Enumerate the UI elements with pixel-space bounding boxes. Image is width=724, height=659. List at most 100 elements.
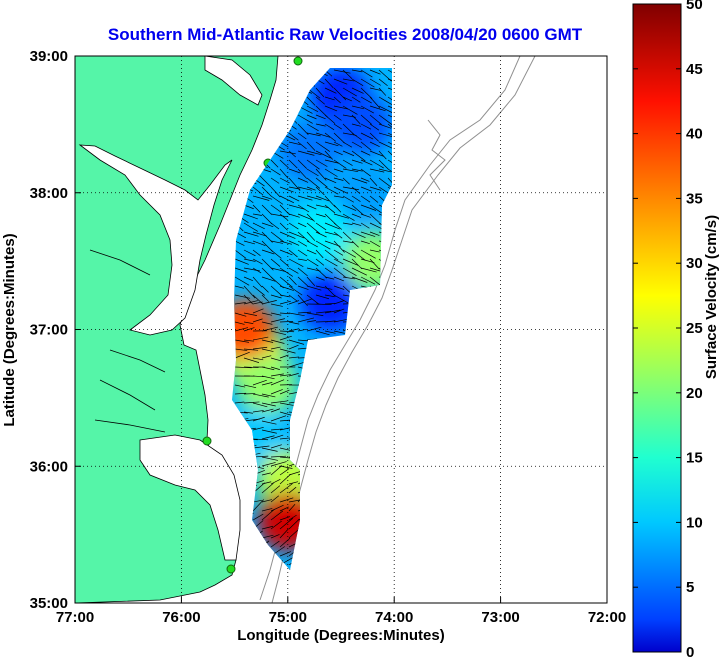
- velocity-arrow: [360, 186, 372, 192]
- velocity-arrow: [315, 294, 330, 300]
- velocity-arrow: [297, 213, 314, 221]
- velocity-arrow: [297, 177, 309, 183]
- velocity-arrow: [342, 240, 354, 244]
- velocity-arrow: [333, 105, 349, 110]
- velocity-arrow: [333, 276, 345, 282]
- velocity-arrow: [252, 294, 264, 305]
- velocity-arrow: [342, 159, 353, 166]
- velocity-arrow: [369, 258, 380, 270]
- velocity-arrow: [324, 231, 339, 236]
- velocity-arrow: [270, 186, 281, 198]
- velocity-arrow: [270, 455, 287, 458]
- colorbar-tick-label: 20: [686, 385, 703, 402]
- velocity-arrow: [369, 240, 381, 247]
- velocity-arrow: [279, 348, 296, 354]
- contour: [427, 119, 446, 191]
- velocity-arrow: [351, 69, 363, 73]
- velocity-arrow: [261, 408, 274, 413]
- velocity-arrow: [270, 303, 283, 307]
- x-axis-ticks: 77:00 76:00 75:00 74:00 73:00 72:00: [56, 597, 626, 626]
- colorbar: [632, 3, 682, 653]
- velocity-arrow: [351, 195, 361, 202]
- velocity-arrow: [261, 326, 278, 332]
- velocity-arrow: [270, 428, 283, 431]
- velocity-arrow: [360, 96, 372, 104]
- velocity-arrow: [243, 327, 255, 332]
- velocity-arrow: [288, 514, 297, 521]
- velocity-arrow: [351, 78, 364, 87]
- velocity-arrow: [288, 285, 303, 296]
- velocity-arrow: [306, 285, 322, 291]
- velocity-arrow: [234, 321, 245, 325]
- velocity-arrow: [252, 499, 264, 512]
- velocity-arrow: [288, 213, 300, 218]
- velocity-arrow: [324, 96, 335, 101]
- velocity-arrow: [297, 114, 313, 124]
- velocity-arrow: [279, 354, 289, 359]
- velocity-arrow: [279, 516, 291, 521]
- velocity-arrow: [252, 393, 269, 398]
- velocity-arrow: [342, 204, 357, 211]
- velocity-arrow: [360, 177, 370, 182]
- velocity-arrow: [234, 294, 251, 299]
- velocity-arrow: [243, 366, 259, 368]
- velocity-arrow: [270, 389, 283, 395]
- colorbar-tick-label: 10: [686, 514, 703, 531]
- velocity-arrow: [288, 249, 298, 258]
- velocity-arrow: [315, 195, 329, 202]
- velocity-arrow: [243, 294, 254, 305]
- velocity-arrow: [333, 240, 345, 253]
- velocity-arrow: [369, 132, 380, 142]
- y-axis-label: Latitude (Degrees:Minutes): [1, 233, 18, 426]
- velocity-arrow: [351, 168, 363, 172]
- velocity-arrow: [351, 258, 363, 270]
- velocity-arrow: [360, 195, 371, 203]
- velocity-arrow: [342, 222, 353, 225]
- velocity-arrow: [351, 222, 362, 226]
- velocity-arrow: [297, 249, 308, 257]
- velocity-arrow: [279, 159, 289, 169]
- velocity-arrow: [297, 150, 315, 156]
- velocity-arrow: [297, 311, 312, 314]
- velocity-arrow: [288, 186, 301, 190]
- velocity-arrow: [324, 150, 333, 160]
- velocity-arrow: [252, 301, 263, 305]
- velocity-arrow: [306, 150, 322, 156]
- velocity-arrow: [378, 96, 392, 105]
- velocity-arrow: [333, 308, 345, 314]
- velocity-arrow: [261, 472, 271, 476]
- y-axis-ticks: 39:00 38:00 37:00 36:00 35:00: [30, 48, 81, 612]
- velocity-arrow: [261, 509, 275, 521]
- velocity-arrow: [360, 105, 374, 114]
- velocity-arrow: [243, 339, 254, 342]
- velocity-arrow: [297, 298, 313, 305]
- velocity-arrow: [261, 508, 273, 512]
- velocity-arrow: [333, 96, 341, 104]
- velocity-arrow: [360, 159, 373, 166]
- velocity-arrow: [306, 96, 316, 106]
- velocity-arrow: [324, 285, 336, 297]
- velocity-arrow: [360, 123, 372, 130]
- velocity-arrow: [333, 285, 345, 290]
- velocity-arrow: [279, 537, 291, 548]
- velocity-arrow: [279, 222, 288, 231]
- velocity-arrow: [270, 318, 285, 323]
- velocity-arrow: [270, 346, 281, 350]
- velocity-arrow: [342, 249, 357, 258]
- velocity-arrow: [261, 435, 275, 440]
- colorbar-tick-label: 15: [686, 450, 703, 467]
- velocity-arrow: [297, 132, 307, 140]
- velocity-arrow: [252, 267, 262, 274]
- speed-cell: [300, 272, 361, 333]
- velocity-arrow: [252, 186, 264, 196]
- velocity-arrow: [378, 87, 387, 96]
- velocity-arrow: [279, 330, 295, 333]
- velocity-arrow: [342, 69, 353, 79]
- velocity-arrow: [333, 231, 343, 239]
- velocity-arrow: [369, 87, 381, 91]
- velocity-arrow: [369, 186, 382, 191]
- velocity-arrow: [288, 258, 304, 267]
- velocity-arrow: [315, 303, 332, 306]
- velocity-arrow: [360, 276, 376, 285]
- velocity-arrow: [288, 168, 301, 174]
